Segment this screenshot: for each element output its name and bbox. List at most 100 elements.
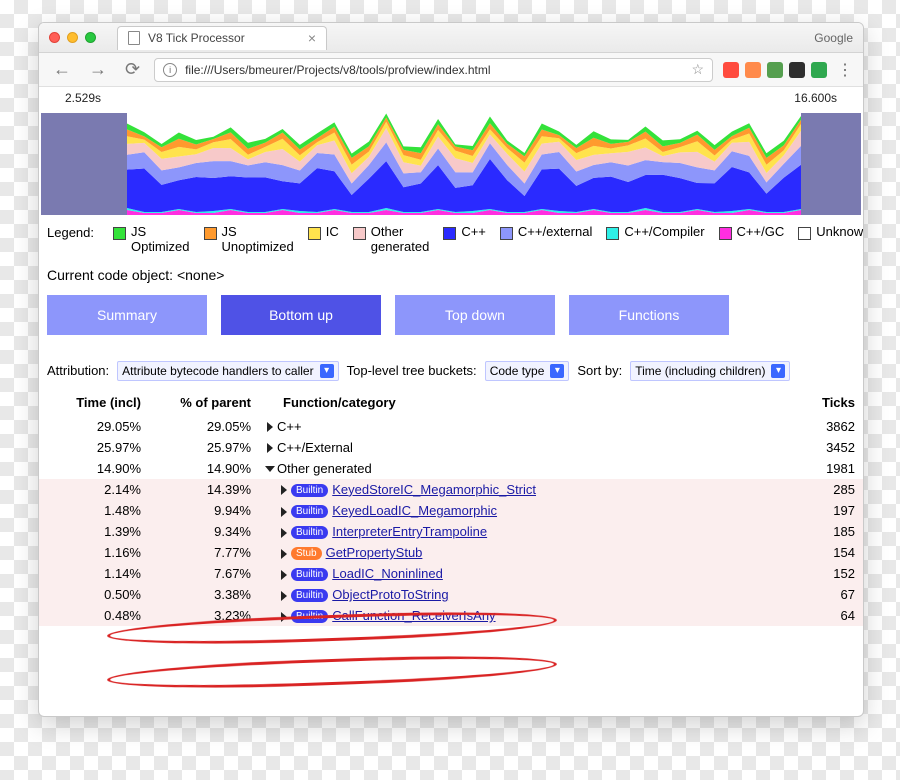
expand-icon[interactable] xyxy=(281,528,287,538)
current-code-object: Current code object: <none> xyxy=(39,259,863,295)
legend-item: Unknown xyxy=(798,225,863,255)
legend-text: C++ xyxy=(461,225,486,240)
legend-item: JS Unoptimized xyxy=(204,225,294,255)
legend-swatch xyxy=(719,227,732,240)
timeline-start: 2.529s xyxy=(65,91,101,105)
legend-items: JS Optimized JS Unoptimized IC Other genera… xyxy=(113,225,863,255)
tab-summary[interactable]: Summary xyxy=(47,295,207,335)
table-row[interactable]: 14.90%14.90%Other generated1981 xyxy=(39,458,863,479)
document-icon xyxy=(128,31,140,45)
forward-icon[interactable]: → xyxy=(85,59,111,80)
col-time: Time (incl) xyxy=(39,389,149,416)
table-row[interactable]: 1.48%9.94%BuiltinKeyedLoadIC_Megamorphic… xyxy=(39,500,863,521)
attribution-select[interactable]: Attribute bytecode handlers to caller▾ xyxy=(117,361,338,381)
tab-top-down[interactable]: Top down xyxy=(395,295,555,335)
maximize-window-icon[interactable] xyxy=(85,32,96,43)
opera-icon[interactable] xyxy=(723,62,739,78)
table-row[interactable]: 0.50%3.38%BuiltinObjectProtoToString67 xyxy=(39,584,863,605)
browser-tab[interactable]: V8 Tick Processor × xyxy=(117,26,327,50)
legend-text: JS Unoptimized xyxy=(222,225,294,255)
legend-text: Unknown xyxy=(816,225,863,240)
legend-text: C++/external xyxy=(518,225,592,240)
expand-icon[interactable] xyxy=(281,570,287,580)
function-name[interactable]: KeyedStoreIC_Megamorphic_Strict xyxy=(332,482,536,497)
ext-4[interactable] xyxy=(789,62,805,78)
function-name: Other generated xyxy=(277,461,372,476)
expand-icon[interactable] xyxy=(281,549,287,559)
badge: Builtin xyxy=(291,484,328,497)
legend-swatch xyxy=(500,227,513,240)
function-name[interactable]: LoadIC_Noninlined xyxy=(332,566,443,581)
caret-icon: ▾ xyxy=(320,364,334,378)
expand-icon[interactable] xyxy=(267,443,273,453)
col-parent: % of parent xyxy=(149,389,259,416)
legend: Legend: JS Optimized JS Unoptimized IC Othe… xyxy=(39,215,863,259)
legend-label: Legend: xyxy=(47,225,103,240)
badge: Builtin xyxy=(291,505,328,518)
back-icon[interactable]: ← xyxy=(49,59,75,80)
function-name[interactable]: KeyedLoadIC_Megamorphic xyxy=(332,503,497,518)
function-name[interactable]: GetPropertyStub xyxy=(326,545,423,560)
function-name[interactable]: ObjectProtoToString xyxy=(332,587,448,602)
legend-swatch xyxy=(443,227,456,240)
menu-icon[interactable]: ⋮ xyxy=(837,60,853,80)
expand-icon[interactable] xyxy=(265,466,275,472)
badge: Builtin xyxy=(291,589,328,602)
legend-item: C++ xyxy=(443,225,486,255)
table-row[interactable]: 2.14%14.39%BuiltinKeyedStoreIC_Megamorph… xyxy=(39,479,863,500)
site-info-icon[interactable]: i xyxy=(163,63,177,77)
legend-text: Other generated xyxy=(371,225,430,255)
badge: Builtin xyxy=(291,568,328,581)
table-row[interactable]: 1.14%7.67%BuiltinLoadIC_Noninlined152 xyxy=(39,563,863,584)
profile-table: Time (incl) % of parent Function/categor… xyxy=(39,389,863,626)
ext-5[interactable] xyxy=(811,62,827,78)
legend-swatch xyxy=(204,227,217,240)
browser-window: V8 Tick Processor × Google ← → ⟳ i file:… xyxy=(38,22,864,717)
legend-item: C++/Compiler xyxy=(606,225,704,255)
legend-text: JS Optimized xyxy=(131,225,190,255)
sort-by-label: Sort by: xyxy=(577,363,622,378)
timeline-labels: 2.529s 16.600s xyxy=(39,87,863,105)
col-function: Function/category xyxy=(259,389,783,416)
reload-icon[interactable]: ⟳ xyxy=(121,59,144,80)
caret-icon: ▾ xyxy=(771,364,785,378)
function-name[interactable]: CallFunction_ReceiverIsAny xyxy=(332,608,495,623)
ext-3[interactable] xyxy=(767,62,783,78)
expand-icon[interactable] xyxy=(281,612,287,622)
expand-icon[interactable] xyxy=(281,485,287,495)
page-content: 2.529s 16.600s Legend: JS Optimized JS Un… xyxy=(39,87,863,716)
legend-swatch xyxy=(308,227,321,240)
table-row[interactable]: 1.16%7.77%StubGetPropertyStub154 xyxy=(39,542,863,563)
sort-by-select[interactable]: Time (including children)▾ xyxy=(630,361,790,381)
bookmark-star-icon[interactable]: ☆ xyxy=(691,61,704,78)
legend-text: C++/GC xyxy=(737,225,785,240)
expand-icon[interactable] xyxy=(267,422,273,432)
legend-item: C++/GC xyxy=(719,225,785,255)
col-ticks: Ticks xyxy=(783,389,863,416)
tree-buckets-select[interactable]: Code type▾ xyxy=(485,361,570,381)
table-row[interactable]: 1.39%9.34%BuiltinInterpreterEntryTrampol… xyxy=(39,521,863,542)
ext-2[interactable] xyxy=(745,62,761,78)
expand-icon[interactable] xyxy=(281,507,287,517)
expand-icon[interactable] xyxy=(281,591,287,601)
minimize-window-icon[interactable] xyxy=(67,32,78,43)
flame-chart[interactable] xyxy=(39,105,863,215)
legend-text: C++/Compiler xyxy=(624,225,704,240)
legend-item: C++/external xyxy=(500,225,592,255)
titlebar: V8 Tick Processor × Google xyxy=(39,23,863,53)
table-row[interactable]: 0.48%3.23%BuiltinCallFunction_ReceiverIs… xyxy=(39,605,863,626)
tab-functions[interactable]: Functions xyxy=(569,295,729,335)
tree-buckets-label: Top-level tree buckets: xyxy=(347,363,477,378)
view-tabs: Summary Bottom up Top down Functions xyxy=(39,295,863,349)
legend-text: IC xyxy=(326,225,339,240)
table-row[interactable]: 25.97%25.97%C++/External3452 xyxy=(39,437,863,458)
badge: Stub xyxy=(291,547,322,560)
table-row[interactable]: 29.05%29.05%C++3862 xyxy=(39,416,863,437)
close-tab-icon[interactable]: × xyxy=(308,30,316,46)
close-window-icon[interactable] xyxy=(49,32,60,43)
function-name[interactable]: InterpreterEntryTrampoline xyxy=(332,524,487,539)
tab-bottom-up[interactable]: Bottom up xyxy=(221,295,381,335)
legend-swatch xyxy=(798,227,811,240)
tab-title: V8 Tick Processor xyxy=(148,31,245,45)
url-bar[interactable]: i file:///Users/bmeurer/Projects/v8/tool… xyxy=(154,58,713,82)
